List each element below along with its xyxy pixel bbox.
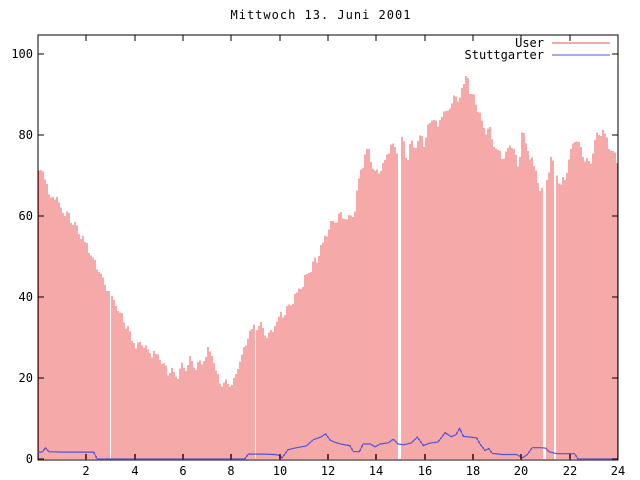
x-tick-label: 4 (131, 464, 138, 478)
y-tick-label: 40 (19, 290, 33, 304)
x-tick-label: 8 (227, 464, 234, 478)
y-tick-label: 0 (26, 452, 33, 466)
y-tick-label: 100 (11, 47, 33, 61)
x-axis-labels: 2 4 6 8 10 12 14 16 18 20 22 24 (82, 464, 625, 478)
y-axis-labels: 0 20 40 60 80 100 (11, 47, 33, 466)
x-tick-label: 12 (321, 464, 335, 478)
x-tick-label: 22 (563, 464, 577, 478)
y-tick-label: 20 (19, 371, 33, 385)
y-tick-label: 80 (19, 128, 33, 142)
legend-label-user: User (515, 36, 544, 50)
stuttgarter-line-series (37, 426, 618, 460)
user-bars-series (38, 75, 618, 460)
x-tick-label: 14 (369, 464, 383, 478)
x-tick-label: 6 (179, 464, 186, 478)
x-tick-label: 20 (514, 464, 528, 478)
chart-title: Mittwoch 13. Juni 2001 (231, 8, 412, 22)
legend-label-stuttgarter: Stuttgarter (465, 48, 544, 62)
y-tick-label: 60 (19, 209, 33, 223)
stuttgarter-polyline (37, 426, 618, 460)
x-tick-label: 2 (82, 464, 89, 478)
x-tick-label: 16 (418, 464, 432, 478)
legend: User Stuttgarter (465, 36, 610, 62)
axis-ticks (38, 35, 619, 460)
x-tick-label: 18 (466, 464, 480, 478)
plot-border (37, 34, 619, 461)
x-tick-label: 10 (273, 464, 287, 478)
x-tick-label: 24 (611, 464, 625, 478)
